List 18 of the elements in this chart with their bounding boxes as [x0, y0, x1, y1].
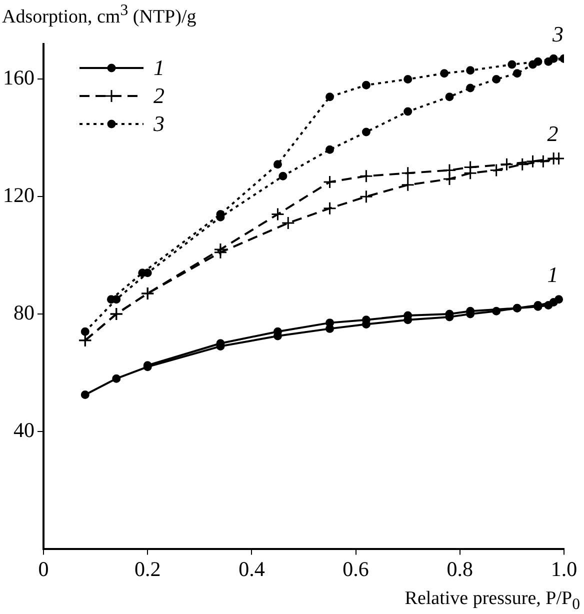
x-tick-label: 0.4 — [238, 556, 266, 581]
x-axis-title: Relative pressure, P/P$_{0}$ — [404, 588, 580, 614]
y-tick-label: 160 — [3, 66, 34, 90]
x-tick-label: 1.0 — [550, 556, 578, 581]
y-axis-title: Adsorption, cm$^{3}$ (NTP)/g — [2, 2, 196, 28]
x-tick-label: 0.6 — [342, 556, 369, 581]
legend-label: 1 — [154, 54, 164, 80]
x-tick-label: 0.2 — [134, 556, 161, 581]
legend-label: 3 — [152, 110, 164, 136]
y-tick-label: 40 — [14, 418, 34, 442]
legend-label: 2 — [154, 82, 164, 108]
annotation: 1 — [547, 262, 558, 288]
x-tick-label: 0 — [38, 556, 49, 581]
annotation: 2 — [547, 121, 558, 146]
x-tick-label: 0.8 — [446, 556, 474, 581]
annotation: 3 — [552, 21, 564, 46]
y-tick-label: 120 — [3, 183, 34, 208]
y-tick-label: 80 — [14, 300, 34, 325]
